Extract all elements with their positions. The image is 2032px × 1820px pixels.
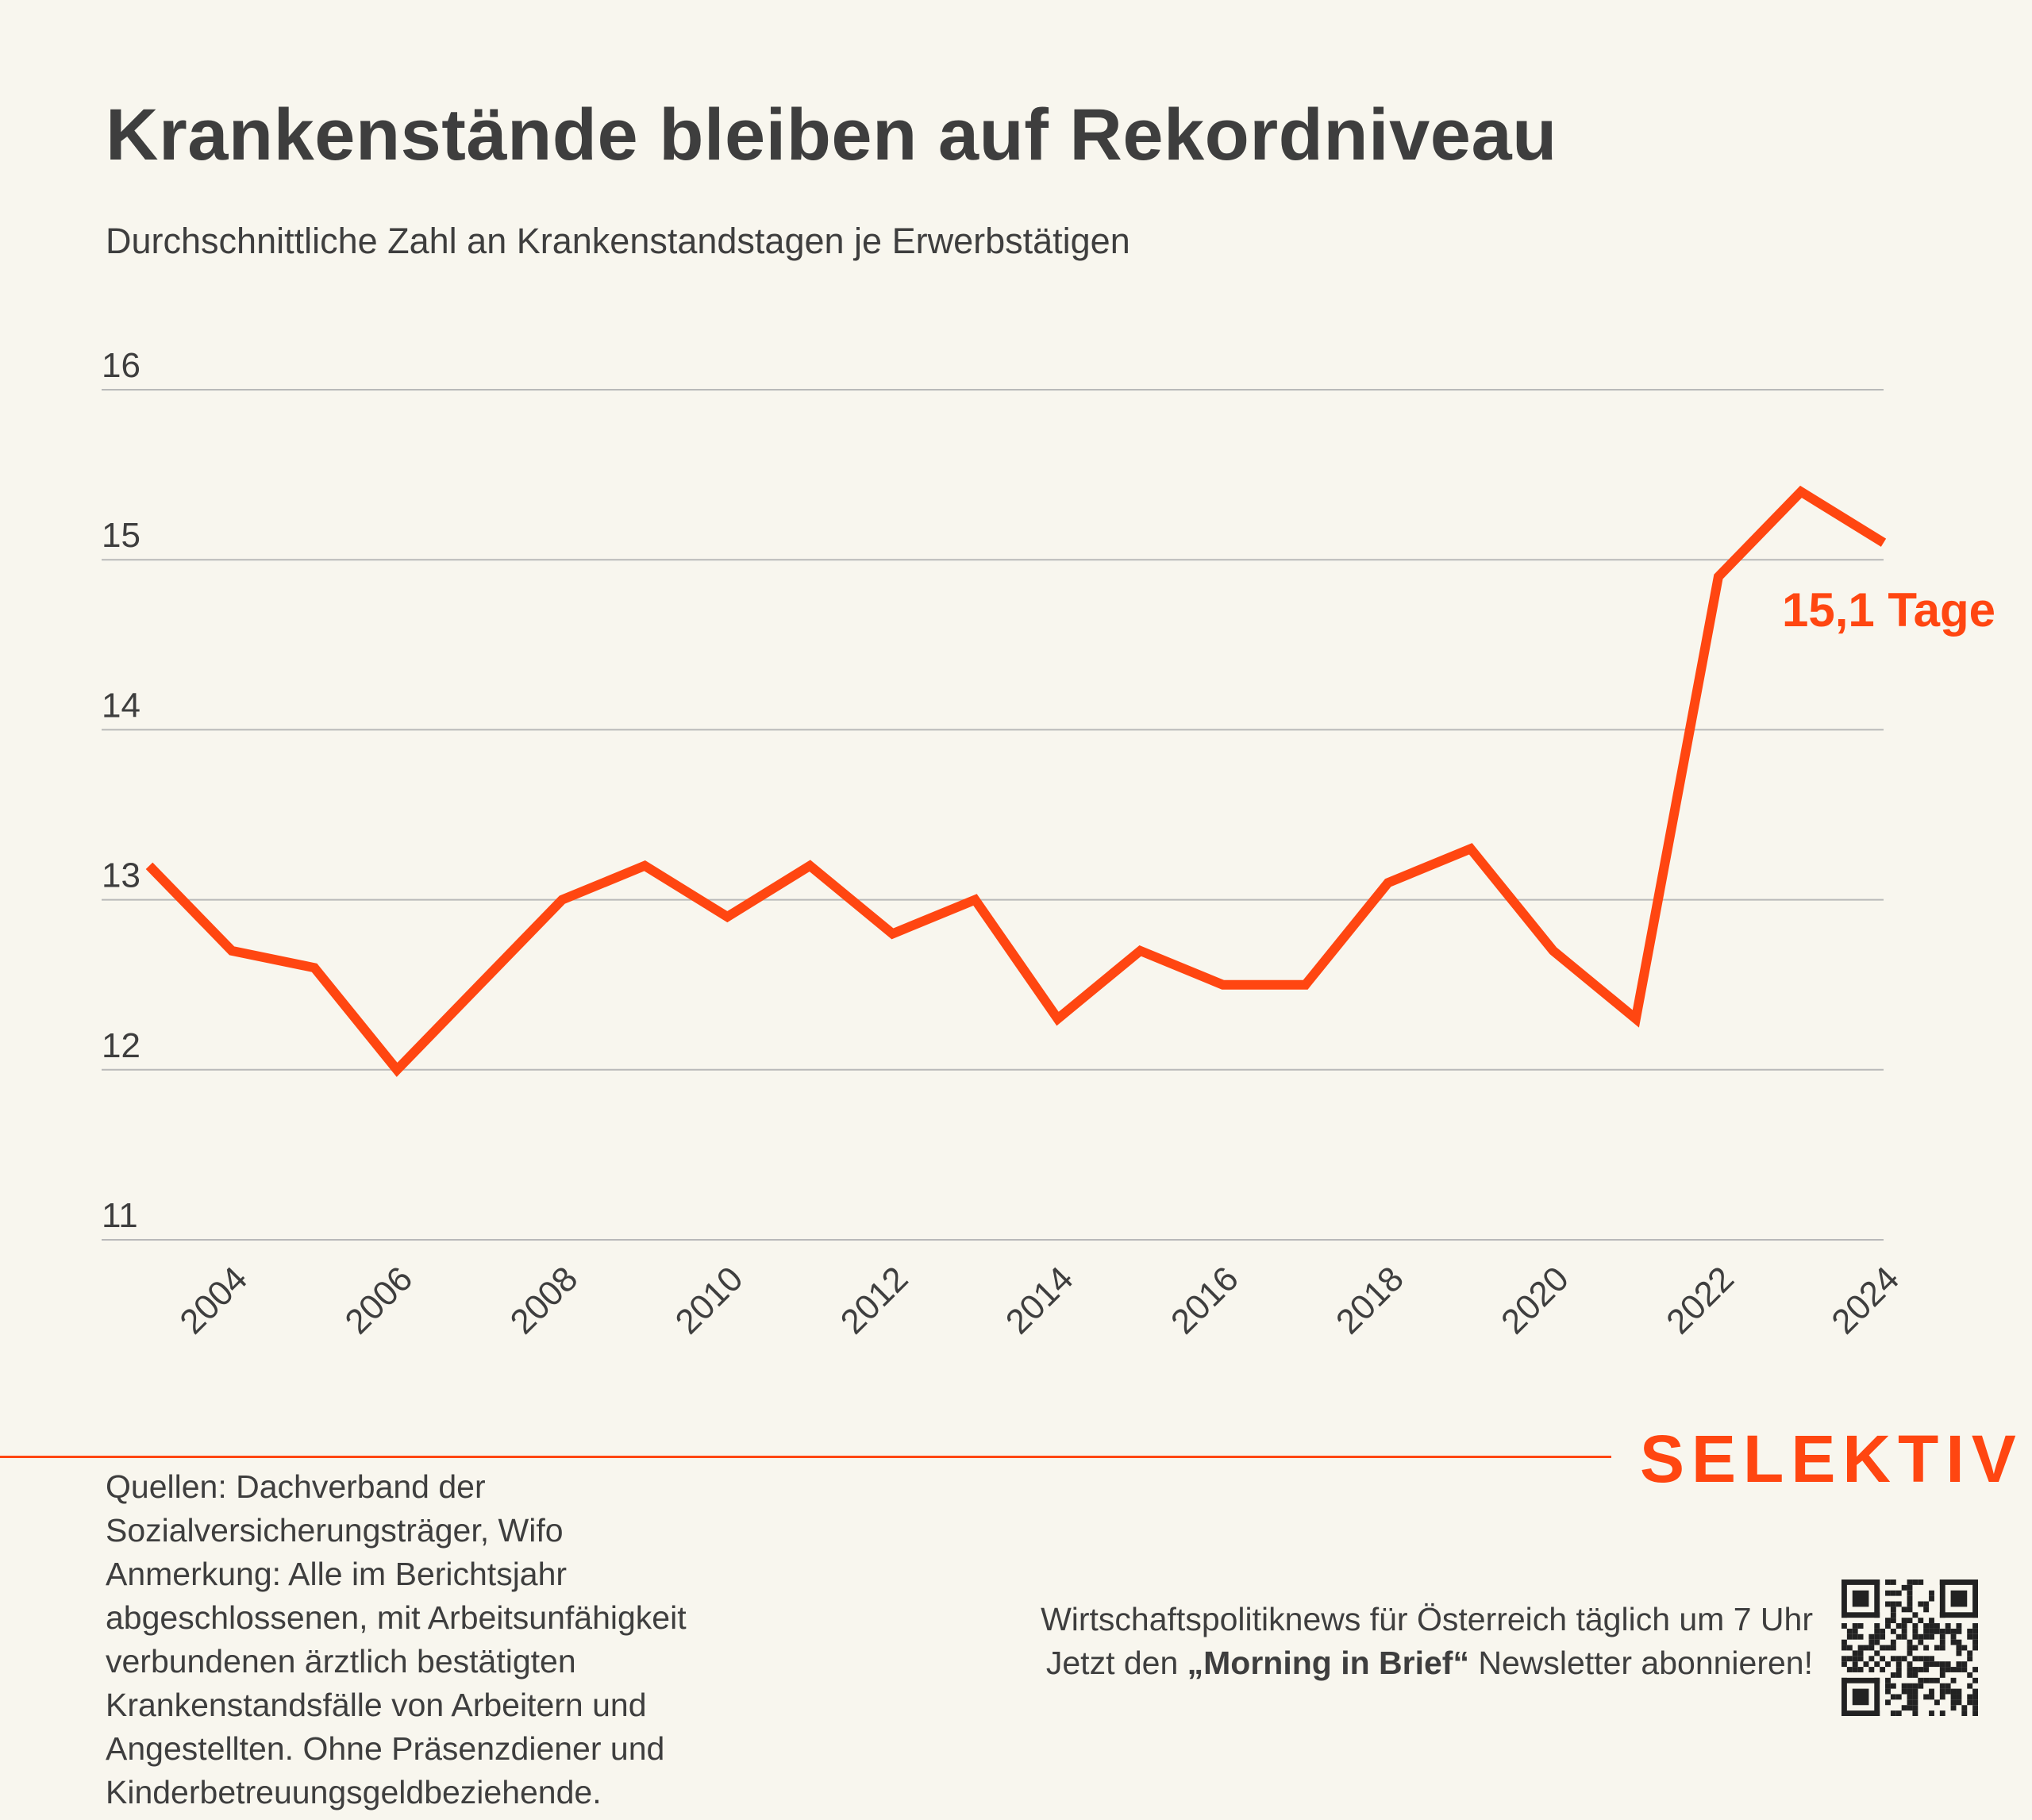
y-tick-label: 16: [102, 346, 140, 385]
promo-prefix: Jetzt den: [1045, 1645, 1187, 1681]
line-chart: 11 12 13 14 15 16 2004 2006 2008 2010 2012 2014 2016…: [102, 346, 1995, 1341]
x-tick-label: 2008: [503, 1259, 586, 1341]
y-tick-label: 12: [102, 1026, 140, 1065]
x-tick-label: 2012: [833, 1259, 916, 1341]
newsletter-promo: Wirtschaftspolitiknews für Österreich tä…: [1041, 1598, 1813, 1685]
promo-line-1: Wirtschaftspolitiknews für Österreich tä…: [1041, 1601, 1813, 1637]
methodology-note: Anmerkung: Alle im Berichtsjahr abgeschl…: [106, 1556, 687, 1810]
x-tick-label: 2006: [337, 1259, 420, 1341]
x-tick-label: 2010: [668, 1259, 751, 1341]
newsletter-name: „Morning in Brief“: [1187, 1645, 1469, 1681]
promo-suffix: Newsletter abonnieren!: [1468, 1645, 1813, 1681]
qr-code-icon[interactable]: [1842, 1580, 1978, 1716]
sources-note: Quellen: Dachverband der Sozialversicher…: [106, 1465, 836, 1814]
y-tick-label: 15: [102, 516, 140, 555]
y-tick-label: 13: [102, 856, 140, 895]
chart-title: Krankenstände bleiben auf Rekordniveau: [106, 94, 1557, 175]
x-tick-label: 2016: [1164, 1259, 1246, 1341]
y-tick-label: 11: [102, 1196, 138, 1235]
footer-divider: [0, 1456, 1611, 1458]
sources-text: Quellen: Dachverband der Sozialversicher…: [106, 1468, 564, 1549]
x-tick-label: 2004: [172, 1259, 255, 1341]
value-annotation: 15,1 Tage: [1782, 583, 1995, 637]
chart-subtitle: Durchschnittliche Zahl an Krankenstandst…: [106, 221, 1130, 261]
x-tick-label: 2024: [1824, 1259, 1907, 1341]
x-tick-label: 2022: [1659, 1259, 1741, 1341]
data-line: [145, 485, 1887, 1077]
brand-logo: SELEKTIV: [1640, 1422, 2023, 1496]
promo-line-2: Jetzt den „Morning in Brief“ Newsletter …: [1041, 1641, 1813, 1685]
x-tick-label: 2020: [1494, 1259, 1576, 1341]
x-tick-label: 2018: [1329, 1259, 1411, 1341]
y-tick-label: 14: [102, 686, 140, 725]
x-tick-label: 2014: [999, 1259, 1081, 1341]
